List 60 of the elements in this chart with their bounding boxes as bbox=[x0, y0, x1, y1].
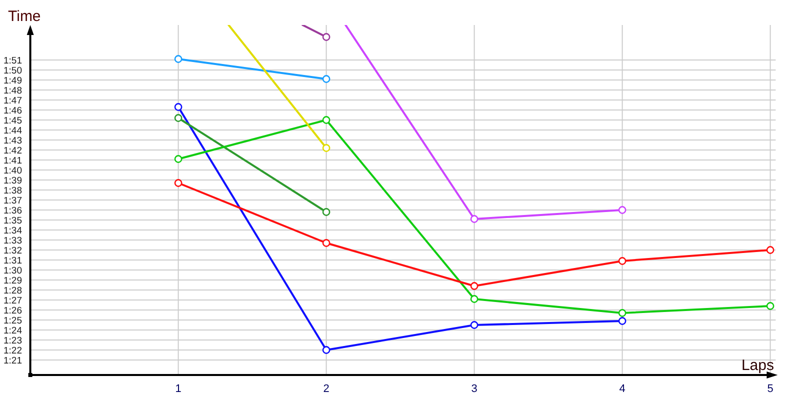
point bbox=[470, 321, 478, 329]
y-tick-label: 1:22 bbox=[4, 345, 22, 356]
y-tick-label: 1:26 bbox=[4, 305, 22, 316]
y-tick-label: 1:41 bbox=[4, 155, 22, 166]
y-tick-label: 1:21 bbox=[4, 355, 22, 366]
point bbox=[322, 144, 330, 152]
y-tick-label: 1:50 bbox=[4, 65, 22, 76]
x-tick-label: 4 bbox=[619, 383, 626, 395]
y-tick-label: 1:38 bbox=[4, 185, 22, 196]
y-tick-label: 1:28 bbox=[4, 285, 22, 296]
y-tick-label: 1:46 bbox=[4, 105, 22, 116]
point bbox=[174, 114, 182, 122]
y-tick-label: 1:45 bbox=[4, 115, 22, 126]
point bbox=[322, 116, 330, 124]
y-tick-label: 1:39 bbox=[4, 175, 22, 186]
y-tick-label: 1:51 bbox=[4, 55, 22, 66]
point bbox=[618, 257, 626, 265]
point bbox=[470, 282, 478, 290]
point bbox=[766, 302, 774, 310]
x-axis-title: Laps bbox=[741, 357, 774, 374]
y-tick-label: 1:32 bbox=[4, 245, 22, 256]
y-tick-label: 1:37 bbox=[4, 195, 22, 206]
point bbox=[322, 208, 330, 216]
y-tick-label: 1:49 bbox=[4, 75, 22, 86]
x-tick-label: 5 bbox=[767, 383, 774, 395]
y-tick-label: 1:34 bbox=[4, 225, 22, 236]
y-tick-label: 1:25 bbox=[4, 315, 22, 326]
point bbox=[322, 239, 330, 247]
y-tick-label: 1:33 bbox=[4, 235, 22, 246]
y-axis-title: Time bbox=[8, 8, 41, 25]
y-tick-label: 1:29 bbox=[4, 275, 22, 286]
y-tick-label: 1:30 bbox=[4, 265, 22, 276]
point bbox=[766, 246, 774, 254]
point bbox=[470, 215, 478, 223]
point bbox=[618, 309, 626, 317]
point bbox=[174, 55, 182, 63]
y-tick-label: 1:24 bbox=[4, 325, 22, 336]
x-tick-label: 1 bbox=[175, 383, 182, 395]
point bbox=[618, 206, 626, 214]
point bbox=[618, 317, 626, 325]
point bbox=[322, 346, 330, 354]
y-tick-label: 1:47 bbox=[4, 95, 22, 106]
y-tick-label: 1:27 bbox=[4, 295, 22, 306]
x-tick-label: 3 bbox=[471, 383, 478, 395]
point bbox=[322, 75, 330, 83]
y-tick-label: 1:44 bbox=[4, 125, 22, 136]
y-tick-label: 1:23 bbox=[4, 335, 22, 346]
y-tick-label: 1:35 bbox=[4, 215, 22, 226]
y-tick-label: 1:40 bbox=[4, 165, 22, 176]
x-tick-label: 2 bbox=[323, 383, 330, 395]
point bbox=[470, 295, 478, 303]
y-tick-label: 1:43 bbox=[4, 135, 22, 146]
point bbox=[174, 103, 182, 111]
y-tick-label: 1:36 bbox=[4, 205, 22, 216]
y-tick-label: 1:48 bbox=[4, 85, 22, 96]
point bbox=[174, 155, 182, 163]
y-tick-label: 1:42 bbox=[4, 145, 22, 156]
point bbox=[174, 179, 182, 187]
point bbox=[322, 33, 330, 41]
y-tick-label: 1:31 bbox=[4, 255, 22, 266]
